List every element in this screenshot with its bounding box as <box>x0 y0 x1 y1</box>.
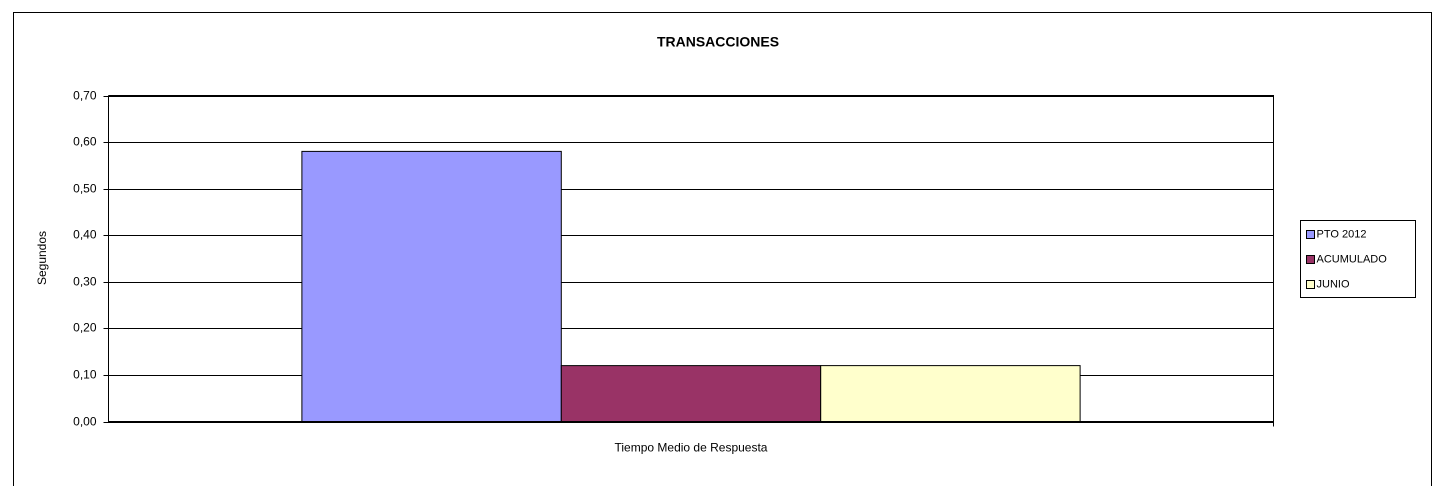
y-axis-label: Segundos <box>35 231 49 285</box>
legend-box <box>1300 220 1416 298</box>
chart-title: TRANSACCIONES <box>657 34 779 50</box>
chart-border <box>13 12 1432 486</box>
y-tick-label: 0,70 <box>73 89 97 103</box>
y-tick-label: 0,40 <box>73 228 97 242</box>
y-tick-label: 0,20 <box>73 321 97 335</box>
y-tick-label: 0,30 <box>73 275 97 289</box>
y-tick-label: 0,10 <box>73 368 97 382</box>
bar <box>820 365 1081 423</box>
legend-label: PTO 2012 <box>1317 228 1367 240</box>
legend-swatch <box>1306 230 1315 239</box>
legend-label: JUNIO <box>1317 278 1350 290</box>
bar <box>560 365 822 423</box>
bar <box>301 150 562 422</box>
y-tick-label: 0,00 <box>73 415 97 429</box>
x-tick-label: Tiempo Medio de Respuesta <box>615 441 768 455</box>
legend-label: ACUMULADO <box>1317 253 1388 265</box>
y-tick-label: 0,50 <box>73 182 97 196</box>
legend-swatch <box>1306 280 1315 289</box>
y-tick-label: 0,60 <box>73 135 97 149</box>
legend-swatch <box>1306 255 1315 264</box>
